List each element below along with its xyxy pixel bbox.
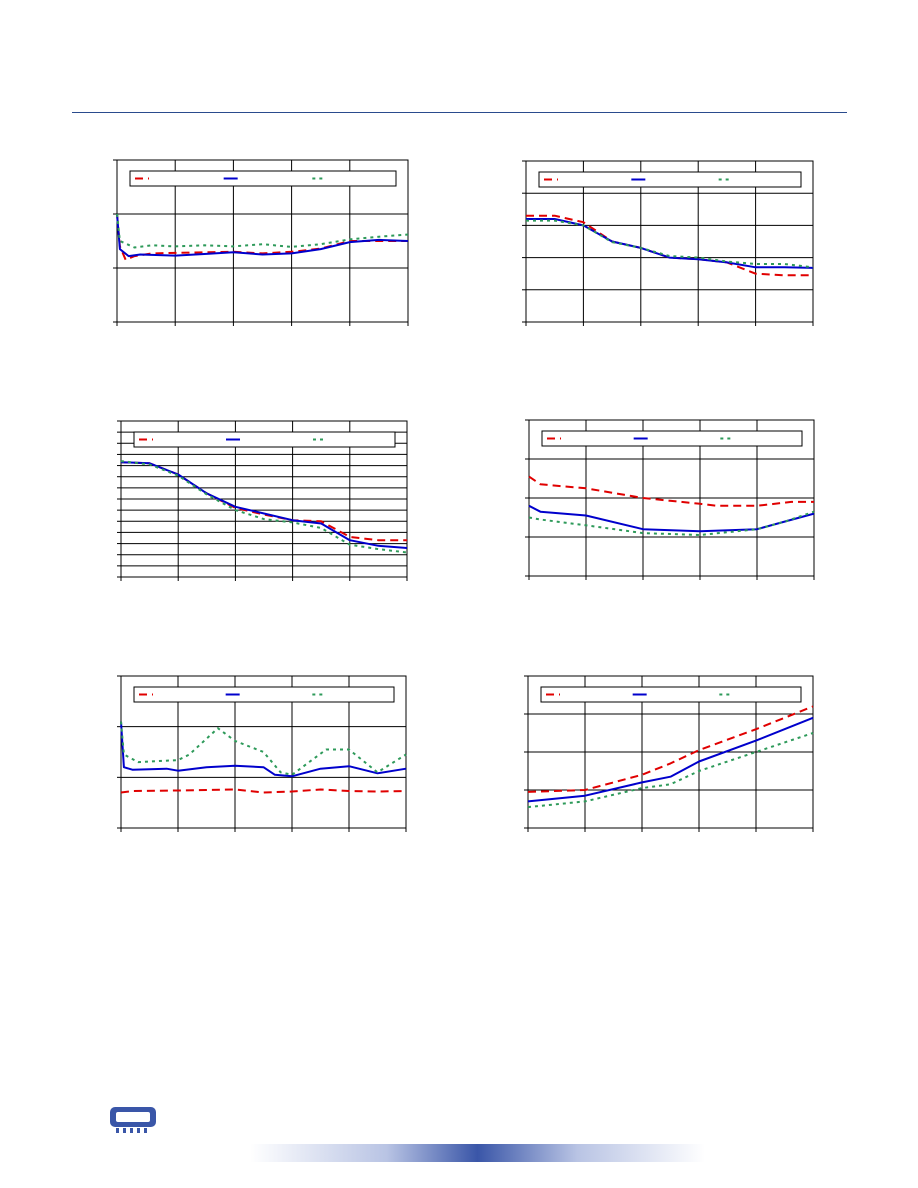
series-line-3	[528, 510, 815, 536]
header-rule	[72, 112, 847, 113]
footer-gradient-bar	[250, 1144, 705, 1162]
chart-svg	[117, 420, 408, 581]
series-line-3	[527, 732, 814, 809]
series-line-3	[526, 219, 814, 269]
series-line-2	[526, 218, 814, 269]
series-line-2	[120, 721, 407, 778]
chart-4	[525, 419, 815, 580]
plot-area	[525, 160, 814, 323]
series-line-1	[528, 475, 814, 507]
series-line-1	[527, 705, 814, 793]
series-line-3	[120, 721, 407, 776]
legend-box	[540, 686, 802, 703]
series-line-3	[120, 460, 408, 554]
legend-box	[133, 686, 395, 703]
legend-box	[129, 170, 397, 187]
series-line-2	[116, 213, 409, 258]
series-line-3	[116, 213, 409, 249]
series-line-2	[120, 461, 408, 549]
chart-1	[113, 159, 409, 326]
series-line-1	[526, 214, 813, 277]
chart-svg	[522, 160, 814, 326]
chart-6	[524, 675, 814, 832]
series-line-2	[527, 716, 814, 803]
chart-svg	[524, 675, 814, 832]
legend-box	[538, 171, 802, 188]
series-line-1	[120, 788, 407, 794]
chart-svg	[525, 419, 815, 580]
chart-svg	[113, 159, 409, 326]
chart-5	[117, 675, 407, 832]
chart-svg	[117, 675, 407, 832]
chart-3	[117, 420, 408, 581]
legend-box	[133, 431, 396, 448]
memory-module-icon	[110, 1107, 156, 1133]
legend-box	[541, 430, 803, 447]
series-line-1	[120, 461, 407, 542]
chart-2	[522, 160, 814, 326]
